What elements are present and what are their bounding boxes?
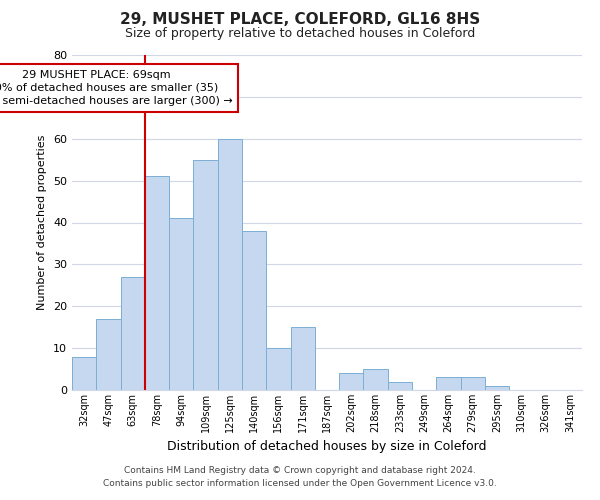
Bar <box>290 327 315 390</box>
Bar <box>364 369 388 390</box>
Text: 29, MUSHET PLACE, COLEFORD, GL16 8HS: 29, MUSHET PLACE, COLEFORD, GL16 8HS <box>120 12 480 28</box>
Text: Size of property relative to detached houses in Coleford: Size of property relative to detached ho… <box>125 28 475 40</box>
Bar <box>388 382 412 390</box>
Bar <box>72 356 96 390</box>
Bar <box>485 386 509 390</box>
Bar <box>145 176 169 390</box>
Bar <box>436 378 461 390</box>
Bar <box>339 373 364 390</box>
Bar <box>96 319 121 390</box>
Bar <box>121 277 145 390</box>
Bar <box>242 231 266 390</box>
Bar <box>169 218 193 390</box>
Bar <box>461 378 485 390</box>
Text: 29 MUSHET PLACE: 69sqm
← 10% of detached houses are smaller (35)
90% of semi-det: 29 MUSHET PLACE: 69sqm ← 10% of detached… <box>0 70 233 106</box>
Text: Contains HM Land Registry data © Crown copyright and database right 2024.
Contai: Contains HM Land Registry data © Crown c… <box>103 466 497 487</box>
Y-axis label: Number of detached properties: Number of detached properties <box>37 135 47 310</box>
X-axis label: Distribution of detached houses by size in Coleford: Distribution of detached houses by size … <box>167 440 487 454</box>
Bar <box>266 348 290 390</box>
Bar <box>193 160 218 390</box>
Bar <box>218 138 242 390</box>
